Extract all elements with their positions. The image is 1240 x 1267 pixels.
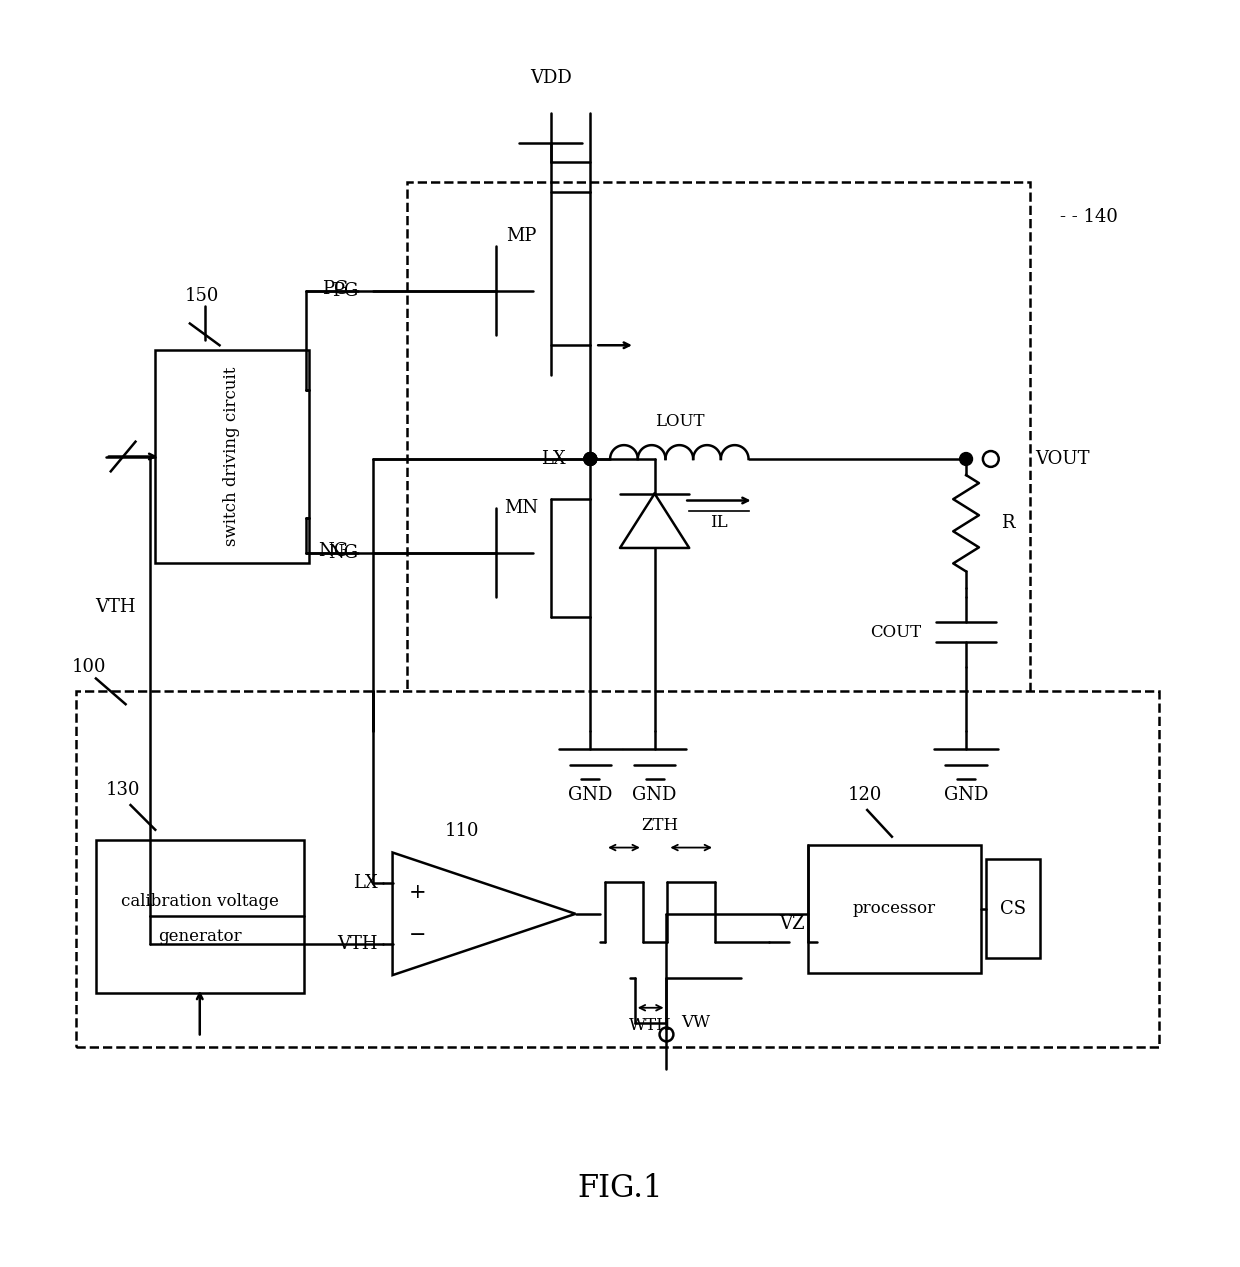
Text: IL: IL [711, 513, 728, 531]
Text: ZTH: ZTH [641, 817, 678, 835]
Text: COUT: COUT [870, 623, 921, 641]
Text: VZ: VZ [779, 915, 805, 933]
Bar [808, 845, 981, 973]
Text: MP: MP [506, 228, 537, 246]
Bar [986, 859, 1040, 958]
Text: generator: generator [157, 927, 242, 945]
Bar [408, 182, 1030, 731]
Text: LX: LX [353, 874, 378, 892]
Text: 120: 120 [847, 786, 882, 805]
Bar [95, 840, 304, 993]
Circle shape [960, 452, 972, 465]
Text: PG: PG [322, 280, 348, 298]
Circle shape [584, 452, 596, 465]
Circle shape [584, 452, 596, 465]
Text: NG: NG [327, 544, 358, 561]
Text: GND: GND [944, 786, 988, 805]
Text: PG: PG [332, 281, 358, 300]
Bar [155, 350, 309, 563]
Text: VOUT: VOUT [1035, 450, 1090, 468]
Text: switch driving circuit: switch driving circuit [223, 367, 241, 546]
Text: LOUT: LOUT [655, 413, 704, 430]
Text: VDD: VDD [529, 70, 572, 87]
Text: - - 140: - - 140 [1060, 208, 1118, 226]
Text: NG: NG [319, 542, 348, 560]
Text: processor: processor [853, 901, 936, 917]
Text: 110: 110 [445, 822, 479, 840]
Text: 150: 150 [185, 286, 219, 305]
Text: FIG.1: FIG.1 [578, 1173, 662, 1204]
Text: −: − [408, 926, 427, 945]
Text: +: + [408, 883, 427, 902]
Text: GND: GND [568, 786, 613, 805]
Text: VTH: VTH [337, 935, 378, 954]
Text: 100: 100 [72, 658, 105, 675]
Text: MN: MN [503, 499, 538, 517]
Text: calibration voltage: calibration voltage [120, 893, 279, 910]
Text: WTH: WTH [629, 1017, 672, 1034]
Text: 130: 130 [105, 782, 140, 799]
Circle shape [584, 452, 596, 465]
Text: VTH: VTH [95, 598, 135, 616]
Text: CS: CS [999, 900, 1027, 917]
Text: LX: LX [541, 450, 565, 468]
Text: R: R [1001, 514, 1014, 532]
Text: GND: GND [632, 786, 677, 805]
Bar [76, 692, 1159, 1048]
Text: VW: VW [681, 1014, 711, 1031]
